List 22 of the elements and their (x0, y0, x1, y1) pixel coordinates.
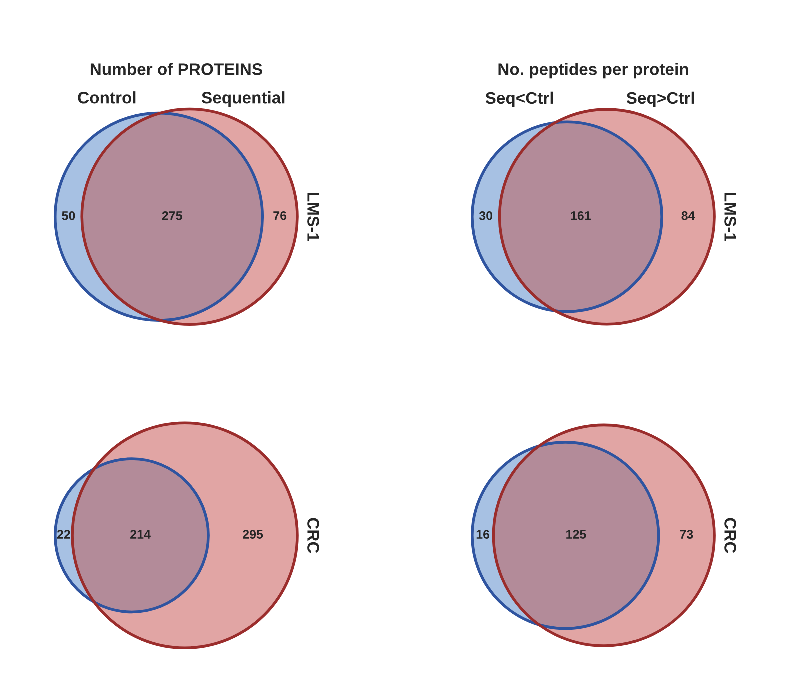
data-label: 275 (162, 211, 182, 220)
data-label: 73 (680, 530, 694, 539)
data-label: 16 (476, 530, 490, 539)
text: LMS-1 (724, 193, 736, 242)
text: LMS-1 (308, 193, 320, 242)
data-label: 161 (571, 211, 591, 220)
text: Number of PROTEINS (90, 63, 262, 76)
data-label: 22 (57, 530, 70, 539)
data-label: 214 (130, 530, 151, 539)
text: CRC (308, 518, 320, 554)
data-label: 84 (682, 211, 696, 220)
text: No. peptides per protein (498, 63, 688, 79)
text: Seq>Ctrl (626, 92, 694, 108)
text: Seq<Ctrl (486, 92, 554, 108)
text: CRC (724, 518, 736, 554)
data-label: 50 (62, 211, 76, 220)
data-label: 30 (479, 211, 493, 220)
data-label: 125 (566, 530, 586, 539)
text: Sequential (202, 92, 285, 108)
data-label: 76 (274, 211, 287, 220)
text: Control (78, 92, 136, 104)
data-label: 295 (243, 530, 264, 539)
